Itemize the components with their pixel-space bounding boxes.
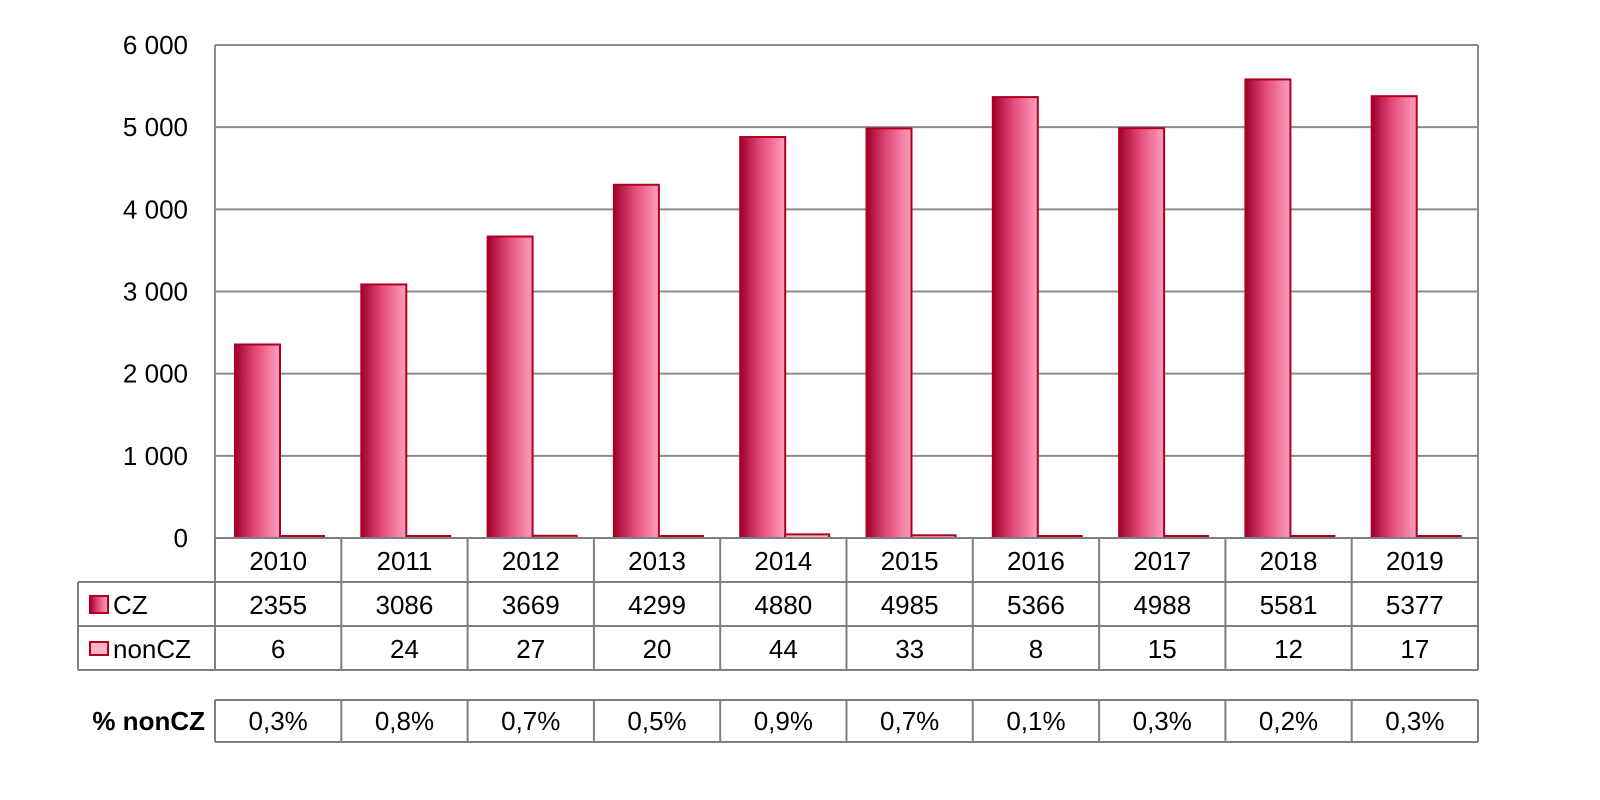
data-table-cell: 8 [1029, 634, 1043, 664]
x-category-label: 2015 [881, 546, 939, 576]
pct-cell: 0,3% [249, 706, 308, 736]
y-tick-label: 6 000 [123, 30, 188, 60]
legend-key-cz [89, 595, 109, 614]
bar-cz-2019 [1370, 95, 1418, 540]
y-tick-label: 2 000 [123, 359, 188, 389]
bar-cz-2011 [360, 283, 408, 539]
data-table-cell: 4988 [1133, 590, 1191, 620]
y-tick-label: 4 000 [123, 194, 188, 224]
data-table-cell: 20 [643, 634, 672, 664]
data-table-cell: 4880 [754, 590, 812, 620]
pct-cell: 0,7% [501, 706, 560, 736]
data-table-cell: 5366 [1007, 590, 1065, 620]
data-table-cell: 4299 [628, 590, 686, 620]
data-table-cell: 24 [390, 634, 419, 664]
x-category-label: 2019 [1386, 546, 1444, 576]
data-table-cell: 3086 [376, 590, 434, 620]
pct-cell: 0,9% [754, 706, 813, 736]
x-category-label: 2014 [754, 546, 812, 576]
bar-cz-2017 [1118, 127, 1166, 539]
legend-label: nonCZ [113, 634, 191, 664]
bars [234, 78, 1462, 540]
x-category-label: 2011 [376, 546, 432, 576]
bar-cz-2010 [234, 343, 281, 539]
data-table-cell: 6 [271, 634, 285, 664]
pct-cell: 0,5% [627, 706, 686, 736]
pct-cell: 0,3% [1385, 706, 1444, 736]
x-category-label: 2012 [502, 546, 560, 576]
pct-row-label: % nonCZ [92, 706, 205, 736]
legend-key-noncz [89, 641, 109, 656]
x-category-label: 2016 [1007, 546, 1065, 576]
x-category-label: 2010 [249, 546, 307, 576]
data-table-cell: 33 [895, 634, 924, 664]
data-table-cell: 17 [1400, 634, 1429, 664]
data-table-cell: 5581 [1260, 590, 1318, 620]
y-tick-label: 1 000 [123, 441, 188, 471]
x-category-label: 2018 [1260, 546, 1318, 576]
data-table: 2010 2011 2012 2013 2014 2015 2016 2017 2018 2019… [77, 537, 1479, 671]
data-table-cell: 4985 [881, 590, 939, 620]
percent-noncz-table: % nonCZ 0,3% 0,8% 0,7% 0,5% 0,9% 0,7% 0,1% 0,3% 0… [92, 699, 1479, 743]
data-table-cell: 5377 [1386, 590, 1444, 620]
data-table-cell: 27 [516, 634, 545, 664]
data-table-cell: 15 [1148, 634, 1177, 664]
data-table-cell: 12 [1274, 634, 1303, 664]
bar-cz-2016 [991, 96, 1039, 540]
pct-cell: 0,3% [1133, 706, 1192, 736]
pct-cell: 0,8% [375, 706, 434, 736]
pct-cell: 0,7% [880, 706, 939, 736]
bar-cz-2014 [739, 136, 787, 539]
data-table-cell: 2355 [249, 590, 307, 620]
bar-cz-2013 [612, 183, 660, 539]
bar-cz-2018 [1244, 78, 1292, 540]
y-tick-label: 5 000 [123, 112, 188, 142]
legend-label: CZ [113, 590, 148, 620]
bar-cz-2012 [486, 235, 534, 540]
data-table-cell: 44 [769, 634, 798, 664]
gridlines [214, 44, 1479, 539]
pct-cell: 0,1% [1006, 706, 1065, 736]
data-table-cell: 3669 [502, 590, 560, 620]
y-tick-label: 0 [174, 523, 188, 553]
x-category-label: 2013 [628, 546, 686, 576]
bar-cz-2015 [865, 127, 913, 539]
x-category-label: 2017 [1133, 546, 1191, 576]
y-axis-tick-labels: 0 1 000 2 000 3 000 4 000 5 000 6 000 [123, 30, 188, 553]
y-tick-label: 3 000 [123, 277, 188, 307]
pct-cell: 0,2% [1259, 706, 1318, 736]
